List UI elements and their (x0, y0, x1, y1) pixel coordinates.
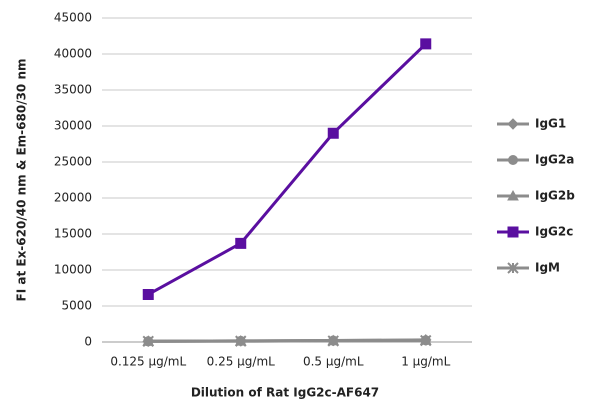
marker (235, 335, 247, 347)
y-tick-label: 35000 (54, 83, 92, 97)
marker (508, 155, 518, 165)
x-tick-label: 0.5 µg/mL (303, 355, 364, 369)
legend-label: IgG2c (535, 225, 573, 239)
marker (142, 335, 154, 347)
marker (327, 127, 339, 139)
y-tick-label: 45000 (54, 11, 92, 25)
series-line (147, 42, 427, 296)
y-tick-label: 30000 (54, 119, 92, 133)
marker (507, 118, 519, 130)
y-tick-label: 5000 (61, 299, 92, 313)
x-tick-label: 0.25 µg/mL (207, 355, 276, 369)
marker (420, 334, 432, 347)
marker (142, 288, 154, 300)
x-tick-label: 0.125 µg/mL (110, 355, 186, 369)
legend-label: IgG1 (535, 117, 566, 131)
y-tick-label: 0 (84, 335, 92, 349)
legend-label: IgG2a (535, 153, 574, 167)
marker (235, 237, 247, 249)
marker (507, 189, 519, 201)
marker (507, 262, 519, 274)
series-line (148, 339, 426, 343)
x-tick-label: 1 µg/mL (401, 355, 450, 369)
marker (507, 226, 519, 238)
y-axis-label: FI at Ex-620/40 nm & Em-680/30 nm (15, 59, 29, 302)
y-tick-label: 40000 (54, 47, 92, 61)
y-tick-label: 20000 (54, 191, 92, 205)
marker (327, 335, 339, 347)
marker (420, 38, 432, 50)
x-axis-label: Dilution of Rat IgG2c-AF647 (191, 386, 379, 400)
legend-label: IgM (535, 261, 560, 275)
y-tick-label: 25000 (54, 155, 92, 169)
y-tick-label: 15000 (54, 227, 92, 241)
legend-label: IgG2b (535, 189, 575, 203)
y-tick-label: 10000 (54, 263, 92, 277)
